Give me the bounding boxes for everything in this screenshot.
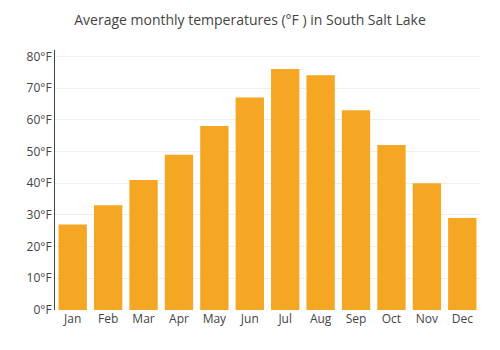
- svg-text:Jul: Jul: [277, 310, 292, 327]
- svg-text:30°F: 30°F: [27, 206, 52, 223]
- svg-text:Feb: Feb: [98, 310, 118, 327]
- svg-text:20°F: 20°F: [27, 238, 52, 255]
- svg-text:80°F: 80°F: [27, 48, 52, 65]
- svg-text:May: May: [203, 310, 227, 327]
- svg-text:Aug: Aug: [310, 310, 332, 327]
- svg-text:Average monthly temperatures (: Average monthly temperatures (°F ) in So…: [74, 10, 426, 29]
- svg-text:Mar: Mar: [132, 310, 154, 327]
- svg-text:Jun: Jun: [240, 310, 259, 327]
- svg-text:40°F: 40°F: [27, 174, 52, 191]
- svg-text:10°F: 10°F: [27, 269, 52, 286]
- svg-text:70°F: 70°F: [27, 79, 52, 96]
- svg-text:0°F: 0°F: [33, 301, 51, 318]
- svg-text:Nov: Nov: [416, 310, 438, 327]
- svg-text:Jan: Jan: [63, 310, 81, 327]
- svg-text:60°F: 60°F: [27, 111, 52, 128]
- svg-text:Dec: Dec: [452, 310, 473, 327]
- svg-text:Apr: Apr: [169, 310, 189, 327]
- svg-text:Sep: Sep: [346, 310, 367, 327]
- svg-text:Oct: Oct: [382, 310, 401, 327]
- svg-text:50°F: 50°F: [27, 143, 52, 160]
